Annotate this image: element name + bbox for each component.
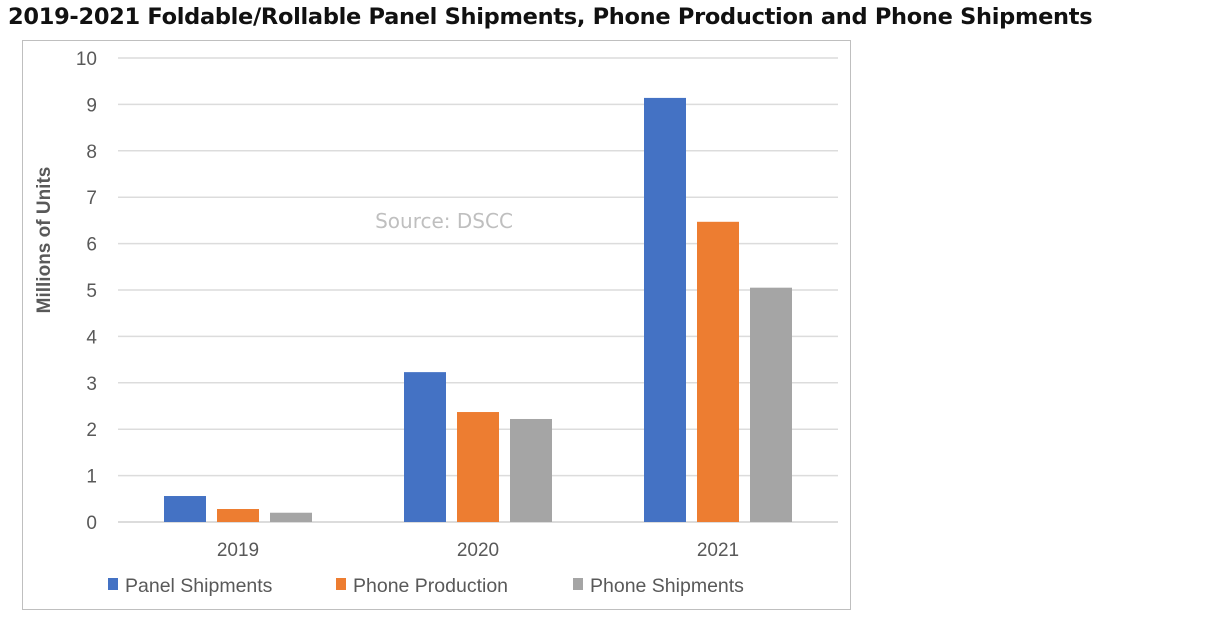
y-tick-label: 10 <box>76 49 97 70</box>
bar-phone-shipments-2019 <box>270 512 312 522</box>
chart-title: 2019-2021 Foldable/Rollable Panel Shipme… <box>8 4 1093 30</box>
bar-phone-production-2021 <box>697 221 739 523</box>
y-tick-label: 2 <box>86 420 97 441</box>
x-tick-label: 2021 <box>697 540 739 561</box>
bar-phone-shipments-2020 <box>510 418 552 522</box>
x-tick-label: 2019 <box>217 540 259 561</box>
legend-label: Phone Shipments <box>590 575 744 597</box>
legend-swatch <box>108 578 118 590</box>
source-annotation: Source: DSCC <box>375 209 513 233</box>
bar-panel-shipments-2019 <box>164 496 206 522</box>
chart-frame <box>22 40 851 610</box>
y-axis-label: Millions of Units <box>34 167 55 314</box>
bar-phone-production-2019 <box>217 509 259 522</box>
bar-phone-shipments-2021 <box>750 287 792 522</box>
legend-label: Phone Production <box>353 575 508 597</box>
y-tick-label: 8 <box>86 142 97 163</box>
bar-phone-production-2020 <box>457 412 499 522</box>
legend-label: Panel Shipments <box>125 575 273 597</box>
legend-swatch <box>573 578 583 590</box>
legend-swatch <box>336 578 346 590</box>
y-tick-label: 0 <box>86 513 97 534</box>
x-tick-label: 2020 <box>457 540 499 561</box>
bar-panel-shipments-2021 <box>644 97 686 523</box>
y-tick-label: 4 <box>86 327 97 348</box>
bar-panel-shipments-2020 <box>404 372 446 522</box>
y-tick-label: 3 <box>86 374 97 395</box>
y-tick-label: 9 <box>86 95 97 116</box>
y-tick-label: 7 <box>86 188 97 209</box>
y-tick-label: 5 <box>86 281 97 302</box>
y-tick-label: 6 <box>86 235 97 256</box>
y-tick-label: 1 <box>86 467 97 488</box>
